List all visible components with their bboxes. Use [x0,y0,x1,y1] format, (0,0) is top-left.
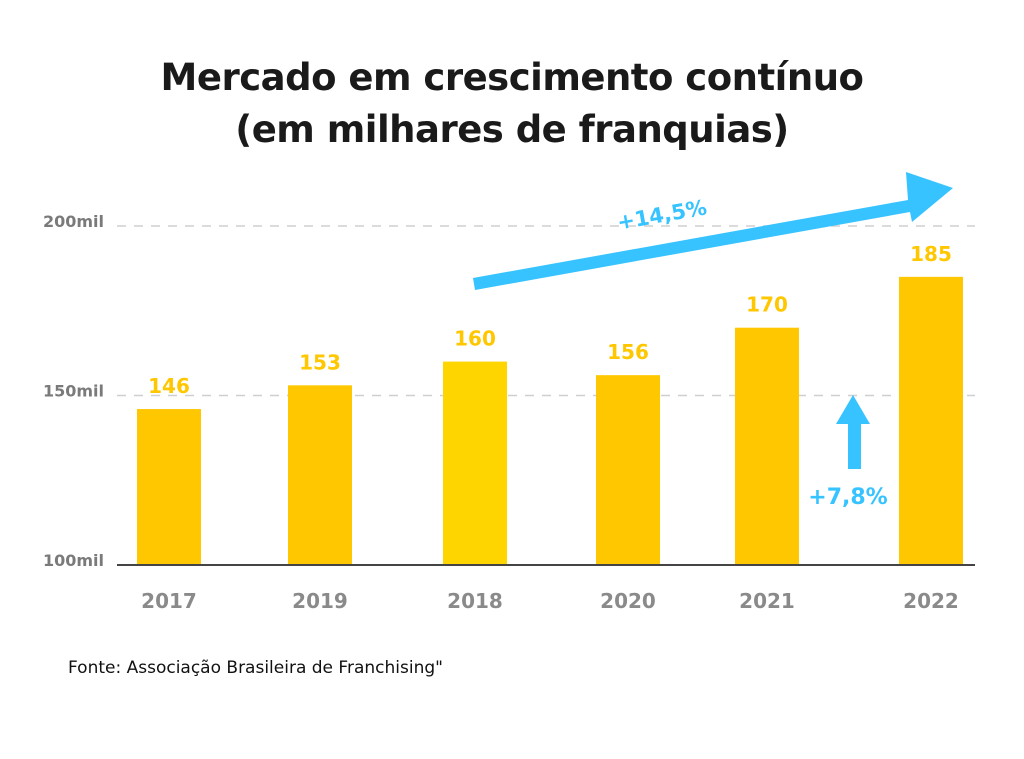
x-tick-label: 2019 [292,589,348,613]
title-line-2: (em milhares de franquias) [235,108,789,151]
x-tick-label: 2020 [600,589,656,613]
x-tick-label: 2022 [903,589,959,613]
bar [443,361,507,565]
chart-title: Mercado em crescimento contínuo (em milh… [0,52,1024,156]
title-line-1: Mercado em crescimento contínuo [160,56,864,99]
y-tick-label: 100mil [43,551,104,570]
source-footnote: Fonte: Associação Brasileira de Franchis… [68,658,443,678]
x-tick-label: 2021 [739,589,795,613]
bar [288,385,352,565]
bar-value-label: 153 [299,350,341,374]
growth-label-7-8: +7,8% [808,485,887,510]
growth-label-14-5: +14,5% [615,195,708,234]
growth-arrow-up [836,395,870,469]
bar-value-label: 146 [148,374,190,398]
bar-value-label: 160 [454,327,496,351]
bar-value-label: 170 [746,293,788,317]
x-tick-label: 2018 [447,589,503,613]
bar [137,409,201,565]
bar [596,375,660,565]
x-tick-label: 2017 [141,589,197,613]
growth-arrow-diagonal [473,172,953,290]
bar [899,276,963,565]
bar-value-label: 156 [607,340,649,364]
bar-value-label: 185 [910,242,952,266]
y-tick-label: 150mil [43,382,104,401]
y-tick-label: 200mil [43,212,104,231]
bar [735,327,799,565]
